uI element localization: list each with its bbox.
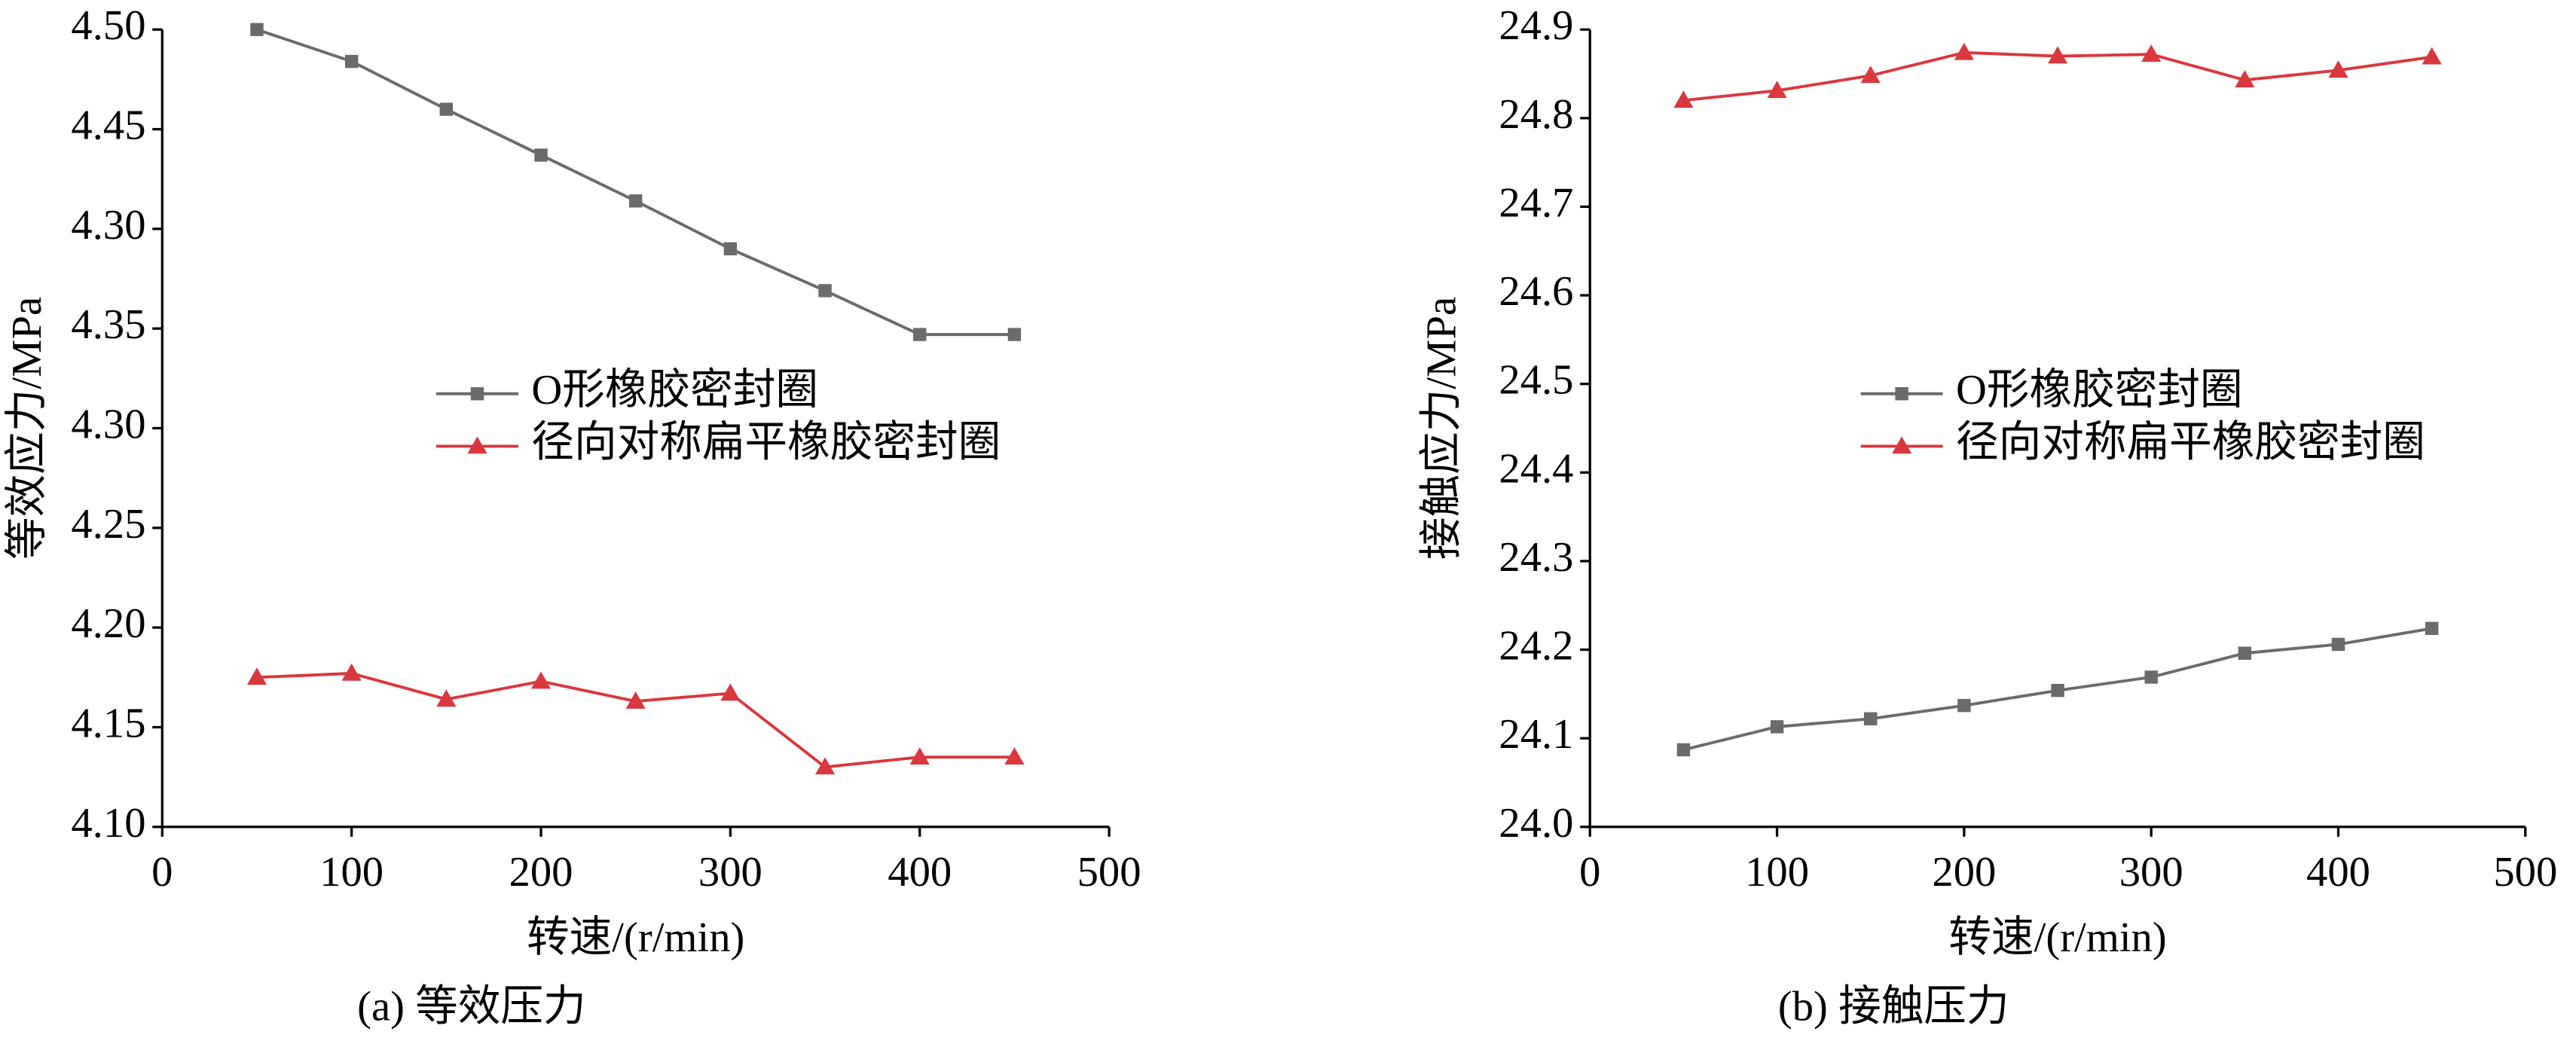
marker-square xyxy=(913,328,927,341)
legend-label: 径向对称扁平橡胶密封圈 xyxy=(531,419,1001,465)
marker-square xyxy=(250,23,264,36)
y-tick-label: 24.7 xyxy=(1499,179,1573,226)
marker-triangle xyxy=(1954,42,1974,60)
x-tick-label: 300 xyxy=(2119,849,2183,896)
marker-triangle xyxy=(814,757,836,775)
x-tick-label: 200 xyxy=(509,849,573,896)
marker-triangle xyxy=(2235,70,2255,88)
marker-square xyxy=(344,54,359,69)
y-tick-label: 4.15 xyxy=(71,700,145,746)
marker-square xyxy=(2425,621,2439,636)
marker-triangle xyxy=(341,663,362,681)
marker-triangle xyxy=(625,691,646,709)
series-line xyxy=(256,28,1015,337)
legend-label: 径向对称扁平橡胶密封圈 xyxy=(1956,419,2425,465)
y-tick-label: 4.20 xyxy=(71,600,145,647)
x-tick-label: 0 xyxy=(151,849,173,896)
marker-square xyxy=(818,284,832,298)
y-tick-label: 24.2 xyxy=(1499,623,1573,670)
marker-triangle xyxy=(1860,66,1881,84)
marker-square xyxy=(470,387,484,401)
marker-triangle xyxy=(2141,44,2162,62)
caption: (a) 等效压力 xyxy=(357,984,586,1030)
y-tick-label: 24.9 xyxy=(1499,2,1573,49)
marker-square xyxy=(2331,637,2345,652)
x-tick-label: 400 xyxy=(2306,849,2370,896)
x-axis-label: 转速/(r/min) xyxy=(1948,914,2166,961)
x-tick-label: 500 xyxy=(2493,849,2557,896)
marker-triangle xyxy=(720,683,741,701)
marker-square xyxy=(2051,683,2064,697)
marker-square xyxy=(1895,387,1908,401)
marker-square xyxy=(723,242,738,256)
x-tick-label: 100 xyxy=(1745,849,1809,896)
y-axis-label: 等效应力/MPa xyxy=(4,297,50,560)
marker-triangle xyxy=(467,436,487,454)
marker-square xyxy=(2144,670,2158,684)
y-axis-label: 接触应力/MPa xyxy=(1419,297,1465,560)
marker-triangle xyxy=(1892,436,1912,454)
marker-square xyxy=(2238,646,2252,660)
y-tick-label: 4.30 xyxy=(71,202,145,249)
y-tick-label: 24.4 xyxy=(1499,445,1573,492)
x-tick-label: 300 xyxy=(698,849,762,896)
marker-square xyxy=(1770,720,1784,734)
x-tick-label: 500 xyxy=(1077,849,1141,896)
marker-triangle xyxy=(436,689,457,707)
y-tick-label: 24.6 xyxy=(1499,268,1573,315)
x-tick-label: 100 xyxy=(319,849,383,896)
x-tick-label: 400 xyxy=(888,849,952,896)
marker-triangle xyxy=(530,671,552,689)
y-tick-label: 24.0 xyxy=(1499,800,1573,847)
marker-triangle xyxy=(246,667,267,685)
y-tick-label: 4.50 xyxy=(71,2,145,49)
marker-triangle xyxy=(1767,81,1787,99)
marker-square xyxy=(628,194,643,208)
y-tick-label: 4.10 xyxy=(71,800,145,847)
y-tick-label: 24.1 xyxy=(1499,711,1573,758)
marker-square xyxy=(534,148,548,162)
y-tick-label: 4.25 xyxy=(71,501,145,548)
x-axis-label: 转速/(r/min) xyxy=(527,914,744,961)
legend-label: O形橡胶密封圈 xyxy=(1956,367,2243,414)
marker-triangle xyxy=(909,747,930,765)
marker-square xyxy=(1676,743,1691,757)
caption: (b) 接触压力 xyxy=(1778,984,2009,1030)
marker-square xyxy=(1007,328,1022,341)
x-tick-label: 200 xyxy=(1932,849,1996,896)
marker-triangle xyxy=(1004,747,1025,765)
marker-square xyxy=(1957,698,1971,713)
y-tick-label: 24.8 xyxy=(1499,91,1573,138)
marker-square xyxy=(1864,712,1878,725)
marker-triangle xyxy=(2422,47,2442,65)
legend-label: O形橡胶密封圈 xyxy=(531,367,818,414)
marker-triangle xyxy=(1673,90,1694,108)
y-tick-label: 4.35 xyxy=(71,301,145,348)
y-tick-label: 24.3 xyxy=(1499,534,1573,581)
x-tick-label: 0 xyxy=(1579,849,1600,896)
marker-triangle xyxy=(2047,46,2068,64)
series-line xyxy=(256,672,1015,769)
marker-square xyxy=(439,102,454,116)
y-tick-label: 4.30 xyxy=(71,401,145,447)
y-tick-label: 24.5 xyxy=(1499,357,1573,404)
marker-triangle xyxy=(2328,60,2348,78)
y-tick-label: 4.45 xyxy=(71,102,145,149)
